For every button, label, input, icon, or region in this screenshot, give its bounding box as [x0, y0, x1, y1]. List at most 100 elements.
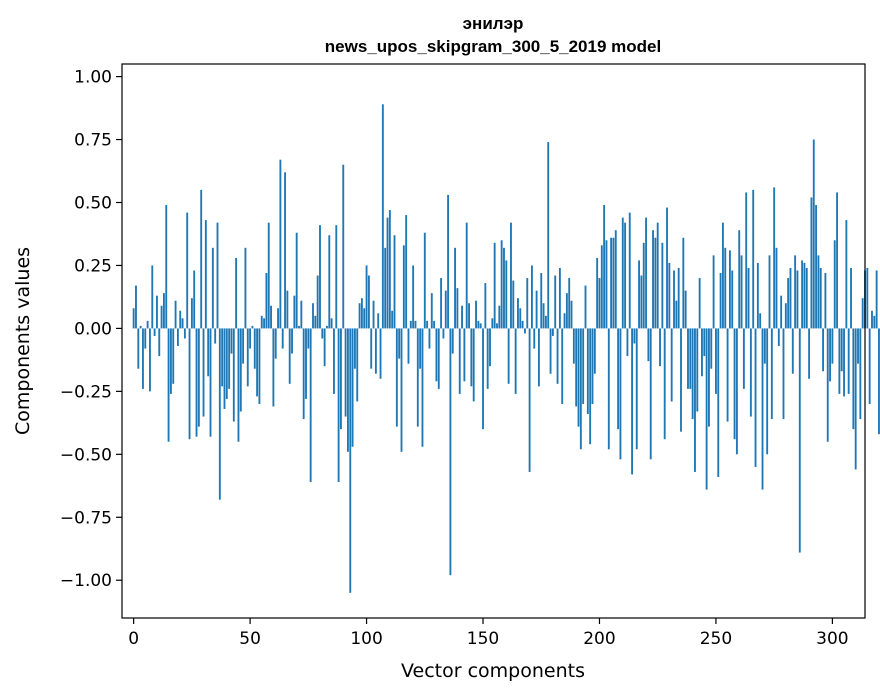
bar-71	[298, 325, 300, 329]
bar-311	[857, 328, 859, 364]
bar-171	[531, 265, 533, 329]
bar-224	[654, 237, 657, 329]
y-tick-label: −1.00	[60, 571, 112, 591]
bar-25	[190, 298, 193, 329]
bar-156	[496, 323, 498, 329]
bar-11	[158, 328, 161, 357]
bar-42	[230, 328, 233, 354]
bar-44	[235, 257, 238, 329]
bar-204	[607, 328, 610, 450]
bar-126	[426, 320, 429, 329]
bar-226	[659, 328, 661, 367]
bar-262	[742, 328, 745, 389]
bar-189	[572, 328, 575, 364]
bar-151	[484, 283, 487, 329]
bar-253	[721, 222, 724, 329]
bar-17	[172, 328, 175, 384]
bar-56	[263, 318, 266, 329]
x-tick-label: 100	[350, 629, 382, 649]
bar-243	[698, 278, 701, 329]
bar-129	[433, 320, 436, 329]
bar-96	[356, 328, 359, 402]
bar-8	[151, 265, 154, 329]
bar-274	[770, 328, 773, 420]
bar-289	[805, 267, 808, 329]
bar-53	[256, 328, 259, 397]
bar-296	[822, 328, 824, 372]
bar-285	[796, 270, 799, 329]
bar-138	[454, 247, 456, 329]
bar-271	[763, 328, 766, 364]
bar-212	[626, 328, 629, 357]
bar-104	[374, 328, 377, 374]
bar-60	[272, 328, 275, 407]
bar-41	[228, 328, 231, 389]
bar-219	[642, 242, 645, 329]
bar-107	[381, 104, 384, 329]
bar-19	[176, 328, 179, 347]
bar-47	[242, 328, 245, 364]
bar-98	[360, 298, 363, 329]
bar-90	[342, 164, 345, 329]
bar-188	[570, 300, 573, 329]
bar-302	[836, 192, 838, 329]
bar-108	[384, 247, 387, 329]
bar-137	[451, 328, 454, 354]
y-tick-label: 0.00	[74, 319, 112, 339]
bar-260	[738, 230, 741, 329]
bar-231	[670, 328, 673, 402]
bar-14	[165, 205, 168, 329]
bar-112	[393, 235, 396, 329]
bar-114	[398, 328, 401, 359]
bar-143	[465, 222, 468, 329]
bar-281	[787, 278, 790, 329]
x-tick-label: 50	[239, 629, 261, 649]
bar-256	[728, 250, 731, 329]
bar-74	[305, 328, 307, 399]
bar-85	[330, 318, 333, 329]
bar-142	[463, 328, 466, 382]
bar-93	[349, 328, 352, 593]
bar-286	[798, 328, 801, 553]
bar-175	[540, 273, 543, 329]
bar-227	[661, 242, 664, 329]
bar-77	[312, 303, 314, 329]
bar-319	[875, 270, 878, 329]
x-tick-label: 300	[816, 629, 848, 649]
bar-141	[461, 305, 463, 329]
bar-92	[347, 328, 349, 452]
bar-149	[479, 323, 482, 329]
bar-228	[663, 328, 666, 440]
bar-206	[612, 237, 615, 329]
bar-50	[249, 328, 252, 349]
bar-201	[600, 245, 603, 329]
bar-176	[542, 303, 545, 329]
bar-165	[517, 298, 519, 329]
bar-105	[377, 313, 380, 329]
bar-123	[419, 328, 422, 369]
bar-48	[244, 247, 247, 329]
bar-154	[491, 318, 494, 329]
bar-211	[624, 222, 627, 329]
bar-278	[780, 295, 783, 329]
bar-72	[300, 300, 303, 329]
bar-267	[754, 328, 757, 467]
bar-31	[204, 220, 207, 329]
bar-315	[866, 267, 869, 329]
bar-120	[412, 265, 415, 329]
bar-245	[703, 328, 706, 357]
bar-229	[666, 207, 668, 329]
bar-185	[563, 313, 566, 329]
bar-28	[197, 328, 200, 427]
bar-194	[584, 285, 587, 329]
bar-306	[845, 220, 848, 329]
bar-69	[293, 295, 296, 329]
bar-68	[291, 328, 293, 354]
bar-241	[694, 328, 696, 472]
bar-236	[682, 237, 685, 329]
bar-173	[535, 290, 538, 329]
bar-133	[442, 328, 445, 339]
bar-18	[174, 300, 177, 329]
bar-232	[673, 270, 675, 329]
bar-35	[214, 328, 217, 344]
